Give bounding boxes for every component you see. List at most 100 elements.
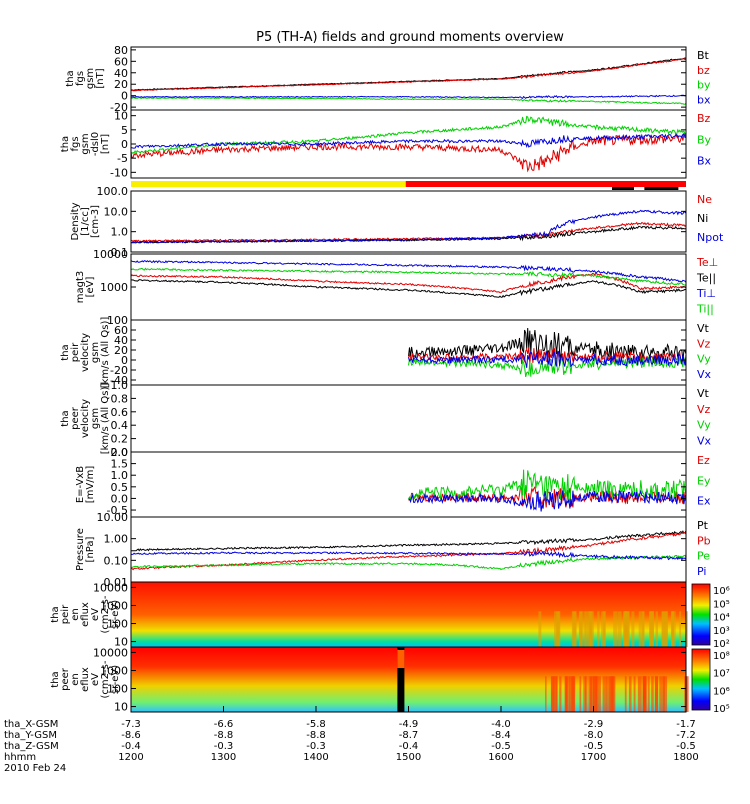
spectrogram-streak	[578, 611, 583, 647]
x-axis-value: -0.5	[584, 741, 604, 752]
spectrogram-streak	[583, 611, 587, 647]
spectrogram-streak	[661, 611, 665, 647]
legend-label: Ti||	[696, 303, 714, 316]
y-tick-label: 20	[114, 344, 128, 357]
y-tick-label: 10	[114, 110, 128, 123]
panel-frame	[130, 253, 687, 321]
x-axis-value: -7.3	[121, 719, 141, 730]
y-axis-label: [eV]	[85, 277, 96, 298]
y-tick-label: 1000	[100, 599, 128, 612]
plot-title: P5 (TH-A) fields and ground moments over…	[256, 30, 564, 45]
panel-frame	[130, 46, 687, 111]
legend-label: Bx	[697, 155, 712, 168]
spectrogram-streak	[671, 611, 673, 647]
legend-label: bx	[697, 93, 711, 106]
y-axis-label: [nT]	[95, 68, 106, 88]
y-axis-label: peir	[60, 604, 71, 624]
y-tick-label: 100	[107, 618, 128, 631]
spectrogram-streak	[638, 611, 642, 647]
y-axis-label: eV	[90, 673, 101, 686]
series-line-Pi	[130, 550, 687, 561]
x-axis-value: -8.8	[214, 730, 234, 741]
spectrogram-streak	[631, 611, 635, 647]
y-axis-label: [nPa]	[85, 536, 96, 562]
spectrogram-streak	[554, 611, 558, 647]
x-row-label: tha_Y-GSM	[4, 730, 57, 741]
legend-label: By	[697, 133, 712, 146]
spectrogram-streak	[659, 676, 663, 712]
y-axis-label: E=-VxB	[75, 466, 86, 503]
y-axis-label: sr-eV)	[110, 665, 121, 694]
spectrogram-streak	[613, 611, 618, 647]
spectrogram-streak	[655, 611, 658, 647]
y-axis-label: [mV/m]	[85, 466, 96, 504]
x-axis-value: -2.9	[584, 719, 604, 730]
y-tick-label: 10	[114, 701, 128, 714]
y-tick-label: 1.5	[111, 458, 129, 471]
y-tick-label: -40	[110, 374, 128, 387]
flag-bar-red	[405, 181, 686, 187]
y-axis-label: velocity	[80, 399, 91, 438]
panel-peer_velocity: 1.00.80.60.40.20.0 tha peer velocity gsm [km/…	[60, 379, 712, 459]
y-tick-label: 1.0	[111, 379, 129, 392]
spectrogram-streak	[597, 611, 600, 647]
y-axis-label: gsm	[90, 408, 101, 429]
series-line-Npot	[130, 209, 687, 244]
y-axis-label: fgs	[70, 136, 81, 151]
spectrogram-streak	[617, 611, 622, 647]
legend-label: Ni	[697, 212, 708, 225]
x-axis-value: -4.0	[491, 719, 511, 730]
series-line-Ti	[130, 267, 687, 286]
series-line-Ex	[408, 489, 687, 512]
panel-peir_spectrogram: 10⁶ 10⁵ 10⁴ 10³ 10² 10000 1000 100 10 tha peir en ef…	[50, 581, 730, 650]
y-axis-label: tha	[50, 671, 61, 687]
panel-frame	[130, 190, 687, 253]
x-axis-value: -8.4	[491, 730, 511, 741]
series-line-Vx	[408, 350, 687, 368]
y-tick-label: 5	[121, 124, 128, 137]
legend-label: Ti⊥	[696, 287, 716, 300]
x-axis-value: -0.3	[214, 741, 234, 752]
y-tick-label: 100.0	[97, 185, 129, 198]
spectrogram-streak	[622, 611, 627, 647]
spectrogram-streak	[585, 676, 588, 712]
spectrogram-streak	[545, 676, 547, 712]
y-tick-label: 60	[114, 55, 128, 68]
colorbar-label: 10⁵	[713, 704, 730, 715]
y-axis-label: peer	[60, 667, 71, 691]
x-row-label: 2010 Feb 24	[4, 763, 66, 774]
x-row-label: tha_Z-GSM	[4, 741, 59, 752]
panel-peer_spectrogram: 10⁸ 10⁷ 10⁶ 10⁵ 10000 1000 100 10 tha peer en eflux…	[50, 646, 730, 715]
y-tick-label: 80	[114, 44, 128, 57]
x-axis-value: -0.5	[676, 741, 696, 752]
spectrogram-streak	[663, 676, 668, 712]
legend-label: Vz	[697, 403, 711, 416]
panel-frame	[130, 451, 687, 518]
y-axis-label: Density	[70, 202, 81, 240]
y-tick-label: 1000	[100, 664, 128, 677]
y-tick-label: -5	[117, 152, 128, 165]
colorbar-label: 10⁸	[713, 651, 730, 662]
panel-pressure: 10.00 1.00 0.10 0.01 Pressure [nPa] Pt Pb Pe Pi	[75, 511, 711, 589]
colorbar	[691, 583, 711, 646]
series-line-Pe	[130, 554, 687, 571]
panel-density: 100.0 10.0 1.0 0.1 Density [1/cc] [cm-3] Ne Ni Np…	[70, 185, 724, 259]
series-line-Vy	[408, 355, 687, 378]
spectrogram-streak	[655, 676, 658, 712]
spectrogram-streak	[569, 676, 571, 712]
spectrogram-streak	[679, 611, 682, 647]
series-line-Ne	[130, 221, 687, 243]
x-axis-value: 1200	[118, 752, 143, 763]
spectrogram-streak	[585, 611, 589, 647]
y-axis-label: magt3	[75, 271, 86, 304]
spectrogram-streak	[587, 611, 592, 647]
y-axis-label: [cm-3]	[90, 205, 101, 238]
spectrogram-streak	[556, 611, 560, 647]
x-axis-value: -8.8	[306, 730, 326, 741]
y-tick-label: 0.10	[104, 554, 129, 567]
y-axis-label: tha	[60, 136, 71, 152]
y-tick-label: -10	[110, 166, 128, 179]
y-axis-label: tha	[50, 606, 61, 622]
spectrogram-streak	[672, 611, 676, 647]
